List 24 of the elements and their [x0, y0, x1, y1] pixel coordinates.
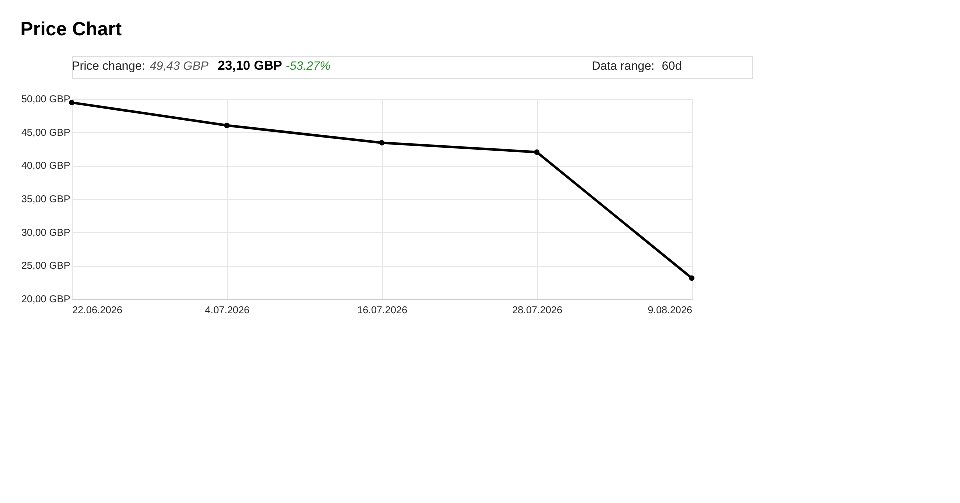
point	[224, 122, 230, 128]
text: 23,10 GBP	[218, 58, 283, 73]
y-tick-label: 45,00 GBP	[22, 128, 71, 139]
point	[534, 150, 540, 156]
y-tick-label: 50,00 GBP	[22, 94, 71, 106]
x-tick-label: 22.06.2026	[72, 306, 123, 316]
text: Data range:	[592, 59, 655, 73]
point	[379, 140, 385, 146]
y-tick-label: 20,00 GBP	[22, 294, 71, 306]
chart-title: Price Chart	[20, 20, 123, 40]
text: -53.27%	[286, 59, 332, 73]
y-tick-label: 35,00 GBP	[22, 194, 71, 206]
point	[689, 276, 695, 282]
x-tick-label: 16.07.2026	[357, 306, 408, 316]
y-tick-label: 40,00 GBP	[22, 161, 71, 172]
point	[69, 100, 75, 106]
x-tick-label: 9.08.2026	[648, 306, 693, 316]
x-tick-label: 28.07.2026	[512, 306, 563, 316]
text: 49,43 GBP	[150, 59, 209, 73]
y-tick-label: 25,00 GBP	[22, 261, 71, 272]
text: 60d	[662, 59, 682, 73]
y-tick-label: 30,00 GBP	[22, 228, 71, 239]
x-tick-label: 4.07.2026	[205, 306, 250, 316]
text: Price change:	[72, 59, 146, 73]
